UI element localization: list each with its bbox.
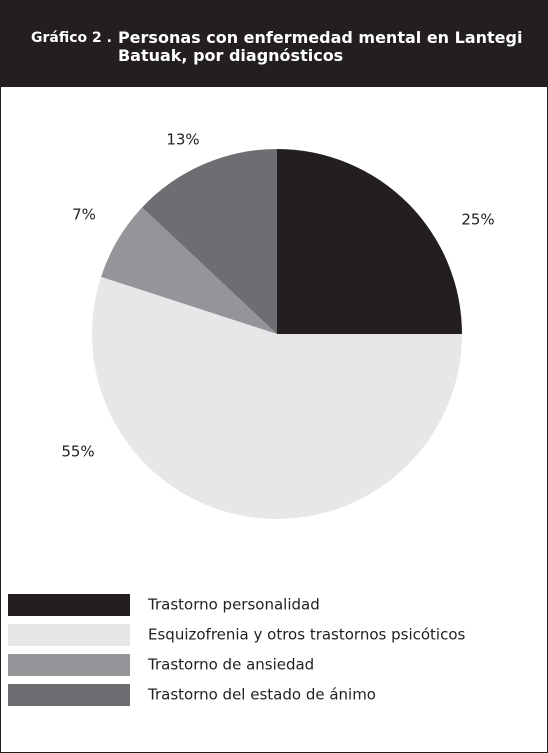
pie-slice <box>101 207 278 334</box>
legend-label: Trastorno del estado de ánimo <box>147 686 376 704</box>
data-label: 25% <box>461 211 494 229</box>
pie-slice <box>277 149 462 334</box>
legend-swatch <box>8 624 130 646</box>
header: Gráfico 2 . Personas con enfermedad ment… <box>1 1 547 87</box>
pie-slice <box>91 276 462 520</box>
chart-label: Gráfico 2 . <box>31 30 112 46</box>
legend-label: Esquizofrenia y otros trastornos psicóti… <box>148 626 466 644</box>
legend-label: Trastorno de ansiedad <box>147 656 314 674</box>
data-label: 55% <box>61 443 94 461</box>
legend-swatch <box>8 684 130 706</box>
legend-swatch <box>8 654 130 676</box>
legend-label: Trastorno personalidad <box>147 596 320 614</box>
legend-swatch <box>8 594 130 616</box>
data-label: 13% <box>166 131 199 149</box>
chart-title: Personas con enfermedad mental en Lanteg… <box>117 28 523 65</box>
pie-slice <box>142 149 277 334</box>
data-label: 7% <box>72 206 96 224</box>
